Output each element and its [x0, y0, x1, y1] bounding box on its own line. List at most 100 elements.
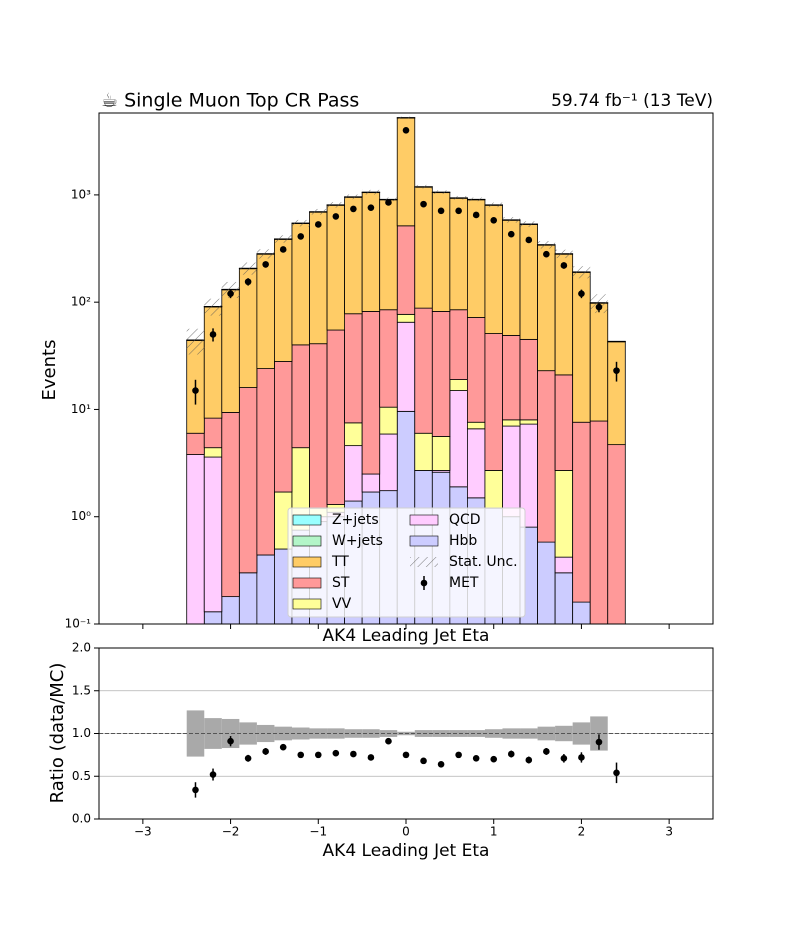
legend-box — [287, 507, 526, 618]
histogram-segment — [502, 419, 521, 427]
legend-swatch — [409, 535, 439, 547]
ratio-y-axis-label: Ratio (data/MC) — [47, 663, 68, 804]
data-point — [455, 207, 462, 215]
legend-label: W+jets — [332, 533, 383, 549]
ratio-plot-area — [99, 648, 713, 819]
histogram-segment — [344, 445, 363, 502]
histogram-segment — [554, 253, 574, 376]
histogram-segment — [203, 447, 223, 458]
histogram-segment — [256, 368, 275, 556]
histogram-segment — [309, 211, 328, 345]
histogram-segment — [344, 313, 363, 424]
histogram-segment — [502, 219, 521, 336]
ratio-x-axis-label: AK4 Leading Jet Eta — [323, 841, 490, 861]
y-tick-label: 10¹ — [71, 402, 91, 416]
ratio-point — [507, 750, 515, 758]
histogram-segment — [466, 421, 486, 430]
legend: Z+jets W+jets TT ST VV QCD Hbb Stat. Unc. MET — [287, 507, 526, 618]
legend-label: TT — [331, 554, 349, 570]
ratio-point — [402, 751, 410, 759]
ratio-point — [192, 786, 199, 794]
histogram-segment — [221, 289, 240, 413]
data-point — [543, 250, 550, 258]
histogram-segment — [238, 387, 258, 574]
legend-swatch — [292, 577, 322, 589]
ratio-point — [227, 737, 234, 745]
histogram-segment — [502, 425, 521, 518]
legend-label: Hbb — [449, 533, 477, 549]
ratio-point — [297, 751, 305, 759]
stat-unc-band — [291, 219, 310, 227]
histogram-segment — [502, 335, 521, 421]
ratio-point — [455, 751, 462, 759]
stat-unc-band — [537, 241, 556, 249]
histogram-segment — [396, 313, 416, 323]
x-tick-label: −3 — [134, 825, 152, 839]
data-point — [297, 233, 305, 240]
histogram-segment — [291, 344, 310, 449]
data-point — [595, 303, 603, 311]
data-point — [437, 207, 445, 215]
legend-label: ST — [332, 575, 350, 591]
y-tick-label: 10⁰ — [71, 509, 91, 523]
stat-unc-band — [555, 249, 573, 259]
histogram-segment — [203, 417, 223, 449]
x-axis-label: AK4 Leading Jet Eta — [323, 626, 490, 646]
stat-unc-band — [256, 249, 275, 259]
ratio-point — [385, 737, 392, 745]
histogram-segment — [309, 343, 328, 509]
stat-unc-band — [204, 298, 222, 316]
ratio-point — [314, 751, 322, 759]
legend-label: MET — [449, 575, 479, 591]
stat-unc-band — [309, 208, 328, 215]
data-point — [262, 261, 269, 268]
histogram-segment — [238, 268, 258, 388]
histogram-segment — [554, 556, 574, 574]
histogram-segment — [379, 199, 398, 311]
ratio-frame — [98, 647, 714, 820]
histogram-segment — [203, 306, 223, 419]
histogram-segment — [449, 197, 468, 311]
histogram-segment — [414, 307, 433, 434]
ratio-point — [490, 755, 498, 763]
legend-label: VV — [332, 596, 352, 612]
data-point — [209, 331, 217, 338]
stat-unc-band — [239, 262, 257, 275]
ratio-unc-band — [449, 730, 468, 737]
histogram-segment — [484, 470, 503, 509]
histogram-segment — [379, 433, 398, 492]
histogram-segment — [572, 421, 591, 603]
legend-swatch — [292, 514, 322, 526]
ratio-point — [437, 760, 445, 768]
histogram-segment — [344, 196, 363, 315]
histogram-segment — [589, 302, 609, 422]
ratio-unc-band — [484, 729, 503, 738]
stat-unc-band — [414, 184, 433, 189]
histogram-segment — [466, 428, 486, 499]
stat-unc-band — [327, 202, 345, 208]
histogram-segment — [203, 456, 223, 613]
y-tick-label: 10² — [71, 295, 91, 309]
histogram-segment — [361, 311, 381, 475]
y-tick-label: 10⁻¹ — [65, 617, 92, 631]
histogram-segment — [256, 253, 275, 369]
histogram-segment — [379, 309, 398, 408]
data-point — [227, 290, 234, 297]
histogram-segment — [379, 406, 398, 435]
legend-swatch — [292, 598, 322, 610]
histogram-segment — [554, 374, 574, 471]
histogram-segment — [608, 634, 626, 656]
data-point — [244, 278, 252, 286]
histogram-segment — [589, 420, 609, 624]
histogram-segment — [186, 432, 205, 455]
data-point — [385, 199, 392, 206]
legend-swatch — [410, 557, 438, 567]
ratio-unc-band — [274, 726, 292, 741]
histogram-segment — [291, 223, 310, 346]
data-point — [279, 246, 287, 253]
ratio-point — [560, 754, 568, 762]
ratio-point — [420, 757, 427, 765]
ratio-point — [244, 754, 252, 762]
histogram-segment — [449, 379, 468, 391]
x-tick-label: −2 — [222, 825, 240, 839]
